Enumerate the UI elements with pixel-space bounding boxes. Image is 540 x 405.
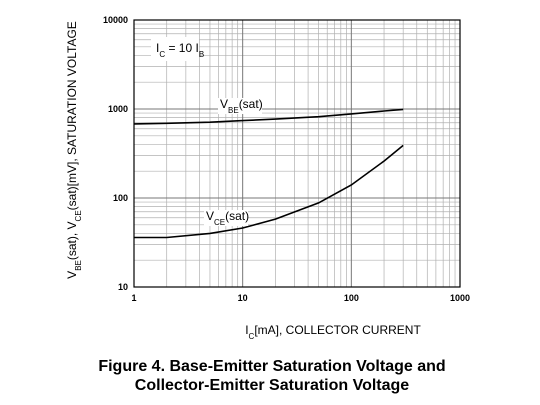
series-label: VBE(sat) xyxy=(220,97,263,115)
annotation-part: C xyxy=(159,50,165,59)
y-tick-label: 1000 xyxy=(108,104,128,114)
annotation-part: B xyxy=(199,50,204,59)
x-axis-label-part: C xyxy=(249,332,255,341)
series-label: VCE(sat) xyxy=(206,209,249,227)
figure-caption: Collector-Emitter Saturation Voltage xyxy=(135,377,410,394)
series-label-part: (sat) xyxy=(239,97,263,111)
x-axis-label-part: [mA], COLLECTOR CURRENT xyxy=(254,323,421,337)
series-label-bg xyxy=(204,210,248,226)
plot-frame xyxy=(133,19,461,288)
x-axis-label: IC[mA], COLLECTOR CURRENT xyxy=(245,323,421,341)
y-tick-label: 100 xyxy=(113,193,128,203)
y-tick-label: 10000 xyxy=(103,15,128,25)
y-axis-label: VBE(sat), VCE(sat)[mV], SATURATION VOLTA… xyxy=(65,21,83,279)
series-line xyxy=(133,108,404,125)
series-label-part: BE xyxy=(228,106,239,115)
x-tick-label: 10 xyxy=(238,293,248,303)
x-axis-label-part: I xyxy=(245,323,248,337)
y-axis-label-part: BE xyxy=(74,260,83,271)
series-label-part: CE xyxy=(214,218,225,227)
series-label-bg xyxy=(218,98,262,114)
annotation-part: = 10 I xyxy=(165,41,199,55)
x-tick-label: 1 xyxy=(131,293,136,303)
y-axis-label-part: (sat)[mV], SATURATION VOLTAGE xyxy=(65,21,79,210)
series-label-part: V xyxy=(220,97,228,111)
annotation-box xyxy=(151,37,199,61)
series-label-part: V xyxy=(206,209,214,223)
y-tick-label: 10 xyxy=(118,282,128,292)
annotation-part: I xyxy=(156,41,159,55)
series-label-part: (sat) xyxy=(225,209,249,223)
x-tick-label: 100 xyxy=(344,293,359,303)
y-axis-label-part: (sat), V xyxy=(65,221,79,260)
y-axis-label-part: CE xyxy=(74,210,83,221)
figure-caption: Figure 4. Base-Emitter Saturation Voltag… xyxy=(98,358,445,375)
annotation: IC = 10 IB xyxy=(156,41,204,59)
y-axis-label-part: V xyxy=(65,271,79,279)
x-tick-label: 1000 xyxy=(450,293,470,303)
series-line xyxy=(134,144,404,239)
